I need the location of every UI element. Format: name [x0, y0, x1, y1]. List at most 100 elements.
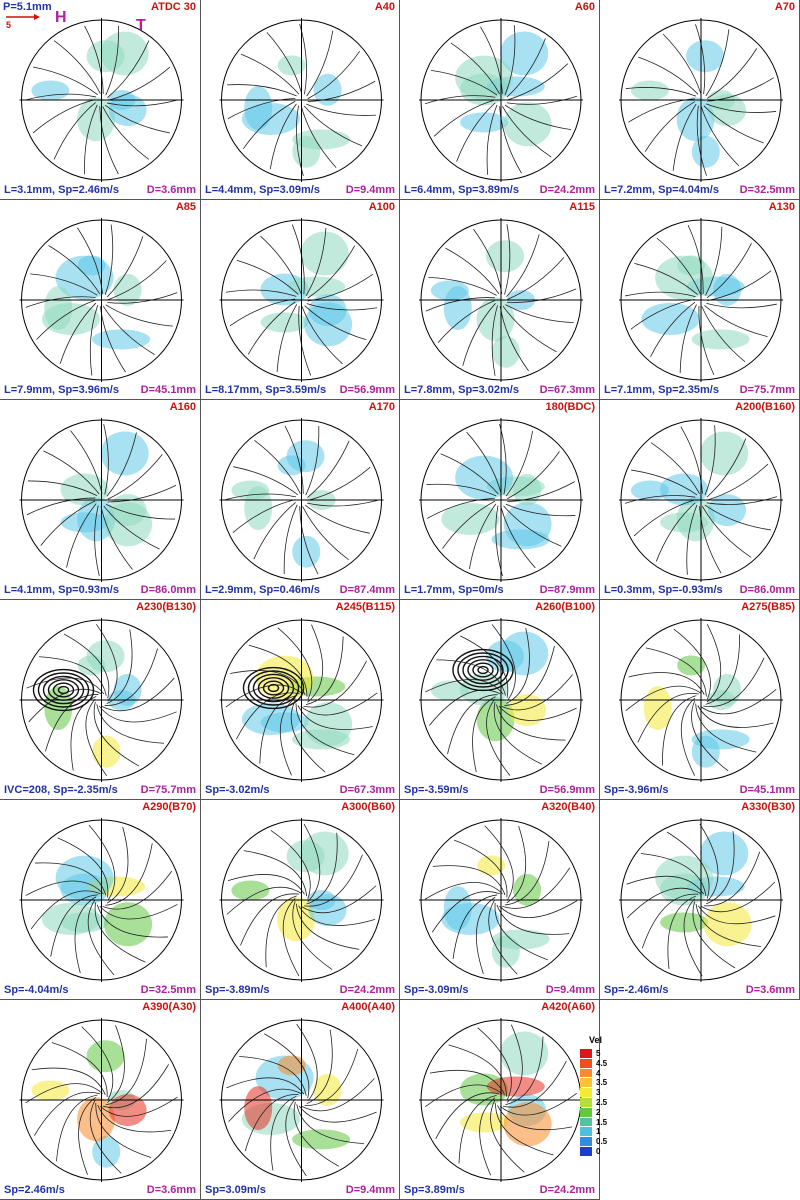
t-marker: T — [136, 17, 146, 34]
flow-panel: A100 L=8.17mm, Sp=3.59m/s D=56.9mm — [201, 200, 400, 400]
streamline — [491, 305, 498, 376]
velocity-patch — [86, 640, 125, 673]
vortex-ring — [457, 652, 509, 688]
streamline — [232, 499, 296, 533]
velocity-patch — [686, 40, 725, 73]
cylinder-bore-circle — [21, 1019, 182, 1181]
streamline — [236, 259, 299, 295]
panel-crank-angle-title: A100 — [368, 201, 395, 213]
streamline — [25, 296, 96, 308]
streamline — [452, 894, 498, 960]
streamline — [628, 672, 705, 695]
flow-panel: A200(B160) L=0.3mm, Sp=-0.93m/s D=86.0mm — [600, 400, 800, 600]
panel-crank-angle-title: A320(B40) — [541, 801, 595, 813]
vortex-ring — [37, 672, 90, 708]
legend-swatch — [580, 1088, 592, 1098]
flow-panel: A275(B85) Sp=-3.96m/s D=45.1mm — [600, 600, 800, 800]
velocity-patch — [31, 80, 70, 101]
streamline — [307, 499, 378, 507]
vortex-ring — [57, 685, 70, 695]
streamline — [666, 831, 710, 899]
streamline — [630, 298, 695, 330]
streamline — [30, 273, 98, 296]
streamline — [240, 893, 299, 946]
flow-field-diagram — [19, 818, 184, 982]
streamline — [503, 505, 562, 547]
streamline — [479, 1097, 496, 1176]
streamline — [70, 695, 97, 771]
panel-crank-angle-title: A130 — [768, 201, 795, 213]
streamline — [88, 824, 116, 901]
velocity-patch — [41, 902, 100, 935]
vortex-ring — [267, 683, 280, 693]
velocity-patch — [77, 255, 106, 276]
streamline — [95, 1102, 152, 1158]
streamline — [504, 645, 555, 706]
streamline — [298, 905, 376, 926]
panel-crank-angle-title: A290(B70) — [142, 801, 196, 813]
streamline — [38, 656, 107, 696]
streamline — [107, 454, 163, 500]
streamline — [430, 70, 498, 96]
legend-swatch — [580, 1049, 592, 1058]
velocity-patch — [300, 231, 349, 276]
panel-lift-speed-label: Sp=3.89m/s — [404, 1184, 465, 1196]
panel-lift-speed-label: Sp=-3.59m/s — [404, 784, 469, 796]
panel-displacement-label: D=87.9mm — [539, 584, 595, 596]
panel-displacement-label: D=56.9mm — [539, 784, 595, 796]
velocity-patch — [308, 894, 347, 927]
streamline — [701, 306, 746, 363]
flow-field-diagram — [619, 18, 783, 182]
velocity-patch — [500, 1031, 549, 1076]
vortex-ring — [477, 665, 489, 675]
cylinder-bore-circle — [420, 819, 582, 981]
panel-displacement-label: D=32.5mm — [140, 984, 196, 996]
streamline — [488, 899, 518, 975]
velocity-patch — [231, 480, 270, 501]
streamline — [102, 305, 155, 355]
panel-crank-angle-title: A390(A30) — [142, 1001, 196, 1013]
streamline — [290, 700, 326, 773]
streamline — [706, 496, 778, 505]
streamline — [291, 224, 305, 295]
streamline — [477, 1027, 512, 1100]
velocity-patch — [655, 855, 714, 900]
streamline — [292, 901, 333, 970]
panel-crank-angle-title: A300(B60) — [341, 801, 395, 813]
streamline — [107, 484, 177, 503]
panel-displacement-label: D=3.6mm — [146, 184, 196, 196]
panel-lift-speed-label: L=4.4mm, Sp=3.09m/s — [205, 184, 320, 196]
streamline — [89, 305, 99, 376]
flow-panel: A290(B70) Sp=-4.04m/s D=32.5mm — [0, 800, 201, 1000]
streamline — [56, 1094, 98, 1162]
cylinder-bore-circle — [221, 619, 382, 781]
streamline — [233, 466, 299, 496]
cylinder-bore-circle — [420, 19, 582, 181]
panel-displacement-label: D=86.0mm — [739, 584, 795, 596]
panel-crank-angle-title: 180(BDC) — [545, 401, 595, 413]
streamline — [95, 623, 118, 702]
streamline — [306, 103, 377, 116]
streamline — [662, 33, 702, 94]
flow-panel: A330(B30) Sp=-2.46m/s D=3.6mm — [600, 800, 800, 1000]
flow-panel: A160 L=4.1mm, Sp=0.93m/s D=86.0mm — [0, 400, 201, 600]
legend-tick-label: 1 — [596, 1127, 601, 1137]
streamline — [625, 87, 697, 97]
streamline — [700, 688, 777, 715]
streamline — [303, 823, 321, 902]
streamline — [307, 440, 350, 498]
streamline — [254, 440, 301, 494]
streamline — [683, 898, 703, 977]
streamline — [704, 425, 716, 496]
cylinder-bore-circle — [620, 19, 782, 181]
streamline — [101, 677, 175, 712]
velocity-patch — [292, 729, 351, 750]
flow-field-diagram — [19, 418, 184, 582]
streamline — [244, 1094, 299, 1152]
velocity-patch — [92, 1135, 121, 1168]
velocity-patch — [92, 735, 121, 768]
velocity-patch — [292, 535, 321, 568]
panel-crank-angle-title: A420(A60) — [541, 1001, 595, 1013]
panel-lift-speed-label: IVC=208, Sp=-2.35m/s — [4, 784, 118, 796]
streamline — [36, 299, 96, 340]
